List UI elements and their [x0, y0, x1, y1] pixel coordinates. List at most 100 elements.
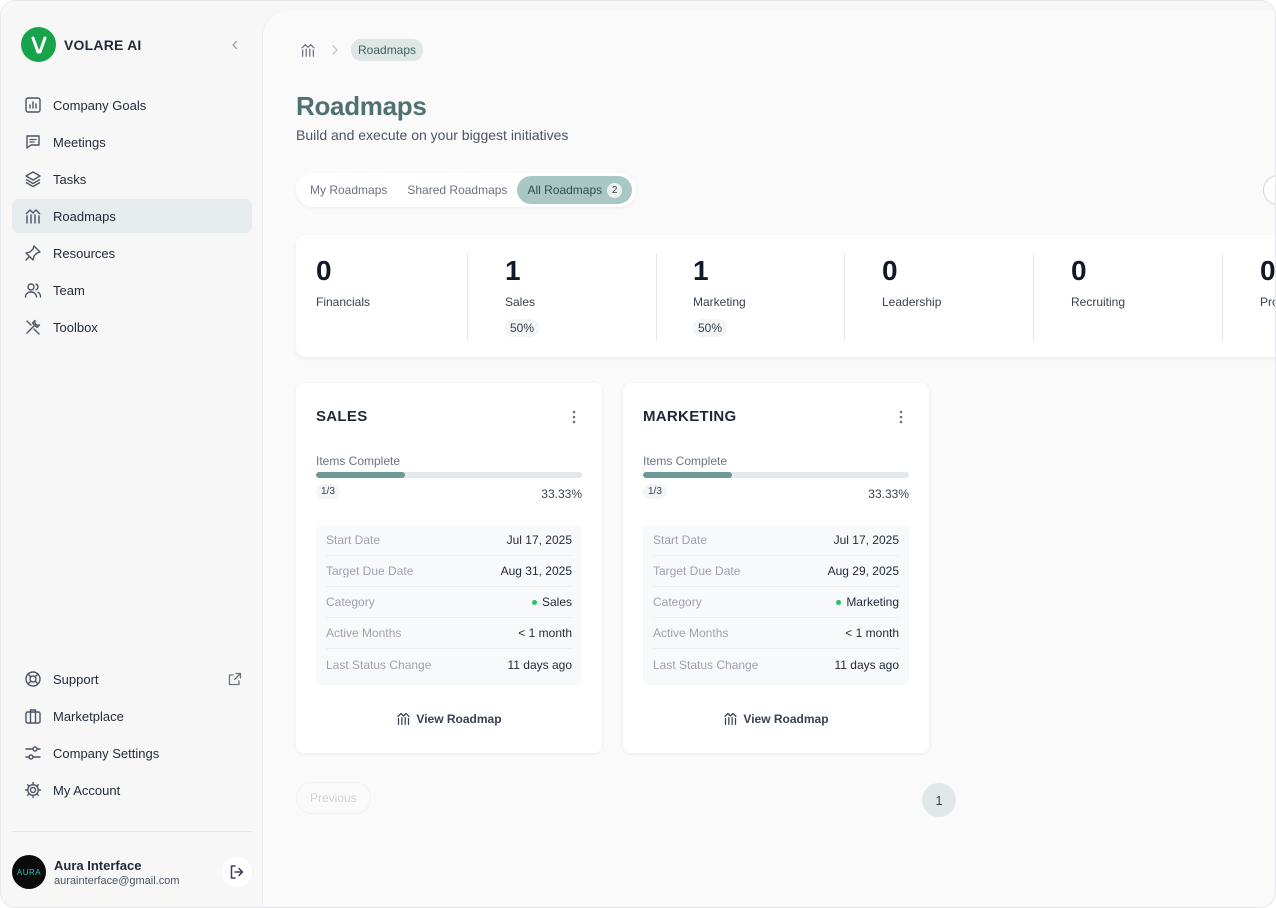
progress-percent: 33.33%	[868, 487, 909, 501]
progress-label: Items Complete	[643, 454, 728, 468]
progress-label: Items Complete	[316, 454, 401, 468]
detail-row-start-date: Start Date Jul 17, 2025	[653, 525, 899, 556]
sidebar-bottom-nav: Support Marketplace Company Settings My …	[12, 662, 252, 810]
gear-icon	[23, 780, 43, 800]
roadmap-details: Start Date Jul 17, 2025 Target Due Date Au…	[316, 525, 582, 685]
detail-row-last-status: Last Status Change 11 days ago	[326, 649, 572, 680]
detail-key: Target Due Date	[326, 564, 414, 578]
main-panel: Roadmaps Roadmaps Build and execute on y…	[263, 11, 1275, 907]
users-icon	[23, 280, 43, 300]
stat-count: 1	[693, 255, 709, 286]
detail-row-category: Category Sales	[326, 587, 572, 618]
detail-key: Start Date	[653, 533, 708, 547]
more-vertical-icon[interactable]	[568, 407, 580, 427]
detail-value: Aug 31, 2025	[500, 564, 572, 578]
sidebar-nav: Company Goals Meetings Tasks Roadmaps Re…	[12, 88, 252, 347]
previous-page-button[interactable]: Previous	[296, 782, 371, 814]
category-stats: 0 Financials 1 Sales 50% 1 Marketing 50%…	[296, 235, 1275, 357]
brand[interactable]: VOLARE AI	[21, 27, 142, 62]
count-badge: 2	[607, 182, 623, 198]
stat-divider	[1033, 253, 1034, 341]
stat-divider	[1222, 253, 1223, 341]
stat-count: 0	[1071, 255, 1087, 286]
breadcrumb-current: Roadmaps	[351, 39, 424, 61]
view-roadmap-button[interactable]: View Roadmap	[296, 711, 602, 726]
roadmap-icon	[23, 206, 43, 226]
detail-key: Start Date	[326, 533, 381, 547]
detail-key: Active Months	[653, 626, 729, 640]
roadmap-icon	[396, 711, 411, 726]
stat-label: Pro	[1260, 295, 1275, 309]
detail-row-last-status: Last Status Change 11 days ago	[653, 649, 899, 680]
sidebar-item-resources[interactable]: Resources	[12, 236, 252, 270]
add-roadmap-button[interactable]	[1263, 175, 1275, 205]
stat-label: Financials	[316, 295, 371, 309]
progress-count: 1/3	[316, 484, 340, 499]
detail-key: Target Due Date	[653, 564, 741, 578]
detail-value: Jul 17, 2025	[506, 533, 572, 547]
sidebar-item-team[interactable]: Team	[12, 273, 252, 307]
collapse-sidebar-button[interactable]	[227, 37, 243, 53]
view-roadmap-button[interactable]: View Roadmap	[623, 711, 929, 726]
pin-icon	[23, 243, 43, 263]
stat-divider	[844, 253, 845, 341]
roadmap-icon[interactable]	[299, 41, 317, 59]
roadmap-card-marketing: MARKETING Items Complete 1/3 33.33% Star…	[623, 383, 929, 753]
sidebar-item-marketplace[interactable]: Marketplace	[12, 699, 252, 733]
tab-label: All Roadmaps	[527, 183, 603, 197]
sidebar-item-toolbox[interactable]: Toolbox	[12, 310, 252, 344]
user-name: Aura Interface	[54, 857, 142, 873]
sliders-icon	[23, 743, 43, 763]
sidebar-item-my-account[interactable]: My Account	[12, 773, 252, 807]
chat-icon	[23, 132, 43, 152]
user-profile[interactable]: AURA Aura Interface aurainterface@gmail.…	[12, 854, 252, 890]
sidebar-item-label: Team	[53, 282, 85, 298]
roadmap-tabs: My Roadmaps Shared Roadmaps All Roadmaps…	[296, 173, 637, 207]
detail-row-active-months: Active Months < 1 month	[326, 618, 572, 649]
tab-shared-roadmaps[interactable]: Shared Roadmaps	[407, 183, 508, 197]
detail-key: Category	[326, 595, 375, 609]
roadmap-icon	[723, 711, 738, 726]
sidebar-item-meetings[interactable]: Meetings	[12, 125, 252, 159]
sidebar-item-label: Resources	[53, 245, 116, 261]
more-vertical-icon[interactable]	[895, 407, 907, 427]
stat-count: 0	[316, 255, 332, 286]
sidebar-item-support[interactable]: Support	[12, 662, 252, 696]
sidebar-item-company-goals[interactable]: Company Goals	[12, 88, 252, 122]
roadmap-details: Start Date Jul 17, 2025 Target Due Date Au…	[643, 525, 909, 685]
sidebar: VOLARE AI Company Goals Meetings Tasks R…	[1, 1, 263, 907]
external-link-icon	[226, 670, 244, 688]
sidebar-item-tasks[interactable]: Tasks	[12, 162, 252, 196]
lifebuoy-icon	[23, 669, 43, 689]
stat-leadership: 0 Leadership	[882, 255, 941, 343]
sidebar-item-company-settings[interactable]: Company Settings	[12, 736, 252, 770]
progress-fill	[643, 472, 732, 478]
tab-all-roadmaps[interactable]: All Roadmaps 2	[517, 176, 633, 204]
progress-count: 1/3	[643, 484, 667, 499]
user-info: Aura Interface aurainterface@gmail.com	[54, 858, 180, 887]
page-title: Roadmaps	[296, 91, 427, 121]
sidebar-item-label: Toolbox	[53, 319, 98, 335]
detail-value: < 1 month	[518, 626, 572, 640]
page-subtitle: Build and execute on your biggest initia…	[296, 127, 569, 143]
category-label: Sales	[541, 595, 572, 609]
briefcase-icon	[23, 706, 43, 726]
sidebar-item-label: Support	[53, 671, 99, 687]
detail-value: Marketing	[836, 595, 899, 609]
detail-value: < 1 month	[845, 626, 899, 640]
detail-key: Last Status Change	[653, 657, 759, 672]
tab-my-roadmaps[interactable]: My Roadmaps	[310, 183, 388, 197]
stat-percent: 50%	[505, 319, 540, 337]
detail-value: Jul 17, 2025	[833, 533, 899, 547]
page-number-button[interactable]: 1	[922, 783, 956, 817]
brand-logo-icon	[21, 27, 56, 62]
logout-button[interactable]	[222, 857, 252, 887]
category-label: Marketing	[846, 595, 899, 609]
stat-count: 0	[882, 255, 898, 286]
detail-row-due-date: Target Due Date Aug 29, 2025	[653, 556, 899, 587]
sidebar-item-roadmaps[interactable]: Roadmaps	[12, 199, 252, 233]
sidebar-item-label: Meetings	[53, 134, 106, 150]
view-roadmap-label: View Roadmap	[743, 711, 829, 726]
stat-label: Recruiting	[1071, 295, 1126, 309]
sidebar-item-label: Tasks	[53, 171, 87, 187]
